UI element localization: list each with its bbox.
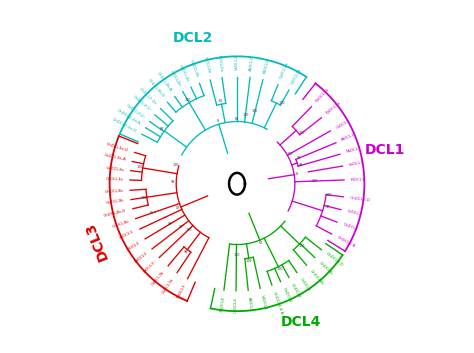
Text: GhDCL4: GhDCL4 [291,282,302,298]
Text: GhDCL4-4-A: GhDCL4-4-A [272,291,284,315]
Text: OsDCL3a: OsDCL3a [162,277,175,294]
Text: 85: 85 [150,211,154,215]
Text: GaDCL3b: GaDCL3b [106,198,125,205]
Text: PpDCL1b: PpDCL1b [315,88,330,103]
Text: PpDCL1a: PpDCL1a [325,101,342,115]
Text: GhDCL3b-D: GhDCL3b-D [103,208,127,218]
Text: DCL1: DCL1 [365,143,405,156]
Text: 8: 8 [217,119,219,124]
Text: 99: 99 [168,222,172,226]
Text: GhDCL2-2a-A: GhDCL2-2a-A [116,109,141,126]
Text: 100: 100 [242,113,249,117]
Text: VvDCL2: VvDCL2 [235,54,239,70]
Text: 8: 8 [296,172,298,176]
Text: GaDCL3a: GaDCL3a [106,166,125,172]
Text: GhDCL4-D: GhDCL4-D [325,252,344,268]
Text: 100: 100 [233,253,239,257]
Text: GrDCL4: GrDCL4 [299,277,311,292]
Text: 100: 100 [252,109,258,113]
Text: GhDCL4c: GhDCL4c [318,261,334,276]
Text: AtDCL3: AtDCL3 [143,261,156,274]
Text: GhDCL4b: GhDCL4b [309,269,325,286]
Text: 68: 68 [235,116,239,121]
Text: 99: 99 [171,180,175,184]
Text: GaDCL1: GaDCL1 [342,223,359,232]
Text: GaDCL2b: GaDCL2b [189,59,199,78]
Text: AtDCL2: AtDCL2 [249,56,255,71]
Text: GrDCL1: GrDCL1 [347,209,363,217]
Text: 100: 100 [279,101,285,105]
Text: 100: 100 [185,228,192,232]
Text: 100: 100 [287,152,293,156]
Text: 100: 100 [246,259,253,263]
Text: 88: 88 [160,127,164,131]
Text: GhDCL2b: GhDCL2b [178,63,190,82]
Text: DCL2: DCL2 [173,31,213,46]
Text: 100: 100 [298,244,305,248]
Text: 60: 60 [219,99,223,103]
Text: 100: 100 [299,131,305,135]
Text: 57: 57 [259,241,263,245]
Text: 100: 100 [141,196,147,200]
Text: GhDCL3b: GhDCL3b [105,189,124,194]
Text: GhDCL2-2a-D: GhDCL2-2a-D [111,117,137,133]
Text: 98: 98 [179,225,183,229]
Text: 100: 100 [137,166,143,169]
Text: OsDCL2a: OsDCL2a [279,61,289,79]
Text: PtDCL1: PtDCL1 [350,177,365,182]
Text: GaDCL2(2): GaDCL2(2) [126,103,146,119]
Text: 100: 100 [326,193,332,197]
Text: OsDCL2b: OsDCL2b [291,67,303,85]
Text: GaDCL4: GaDCL4 [282,287,292,303]
Text: OsDCL3b: OsDCL3b [151,269,165,286]
Text: GhDCL3a-D: GhDCL3a-D [106,142,129,152]
Text: GhDCL2-2a: GhDCL2-2a [138,87,157,106]
Text: PtDCL2a: PtDCL2a [217,54,223,71]
Text: 100: 100 [312,179,319,183]
Text: MtDCL2: MtDCL2 [263,58,270,74]
Text: MtDCL1: MtDCL1 [346,146,362,154]
Text: PpDCL4: PpDCL4 [219,296,225,312]
Text: VvDCL4: VvDCL4 [260,294,267,310]
Text: GaDCL2(1): GaDCL2(1) [132,95,151,112]
Text: PtDCL2b: PtDCL2b [202,56,210,74]
Text: 100: 100 [276,267,283,271]
Text: 98: 98 [183,250,188,254]
Text: 100: 100 [184,98,191,102]
Text: GhDCL2b-D: GhDCL2b-D [146,78,165,98]
Text: GaDCL3a-A: GaDCL3a-A [103,154,126,162]
Text: VvDCL1: VvDCL1 [349,160,365,167]
Text: 57: 57 [176,206,180,210]
Text: DCL4: DCL4 [281,315,321,329]
Text: PtDCL3: PtDCL3 [126,240,141,251]
Text: GhDCL1-A: GhDCL1-A [337,235,356,249]
Text: GrDCL3b: GrDCL3b [112,219,130,228]
Text: AtDCL1: AtDCL1 [341,133,356,142]
Text: MtDCL3: MtDCL3 [133,251,148,264]
Text: GrDCL2b: GrDCL2b [169,70,181,87]
Text: 97: 97 [326,204,330,209]
Text: 91: 91 [296,156,301,160]
Text: 100: 100 [173,163,179,167]
Text: AtDCL4: AtDCL4 [247,297,253,312]
Text: GhDCL2b-A: GhDCL2b-A [156,71,173,92]
Text: OsDCL4: OsDCL4 [234,297,238,313]
Text: OsDCL1: OsDCL1 [335,118,351,130]
Text: DCL3: DCL3 [82,220,110,262]
Text: 99: 99 [299,163,303,167]
Text: GrDCL3a: GrDCL3a [106,177,124,182]
Text: VvDCL3: VvDCL3 [119,230,135,240]
Text: PpDCL3: PpDCL3 [175,283,186,299]
Text: GhDCL1-D: GhDCL1-D [349,196,371,202]
